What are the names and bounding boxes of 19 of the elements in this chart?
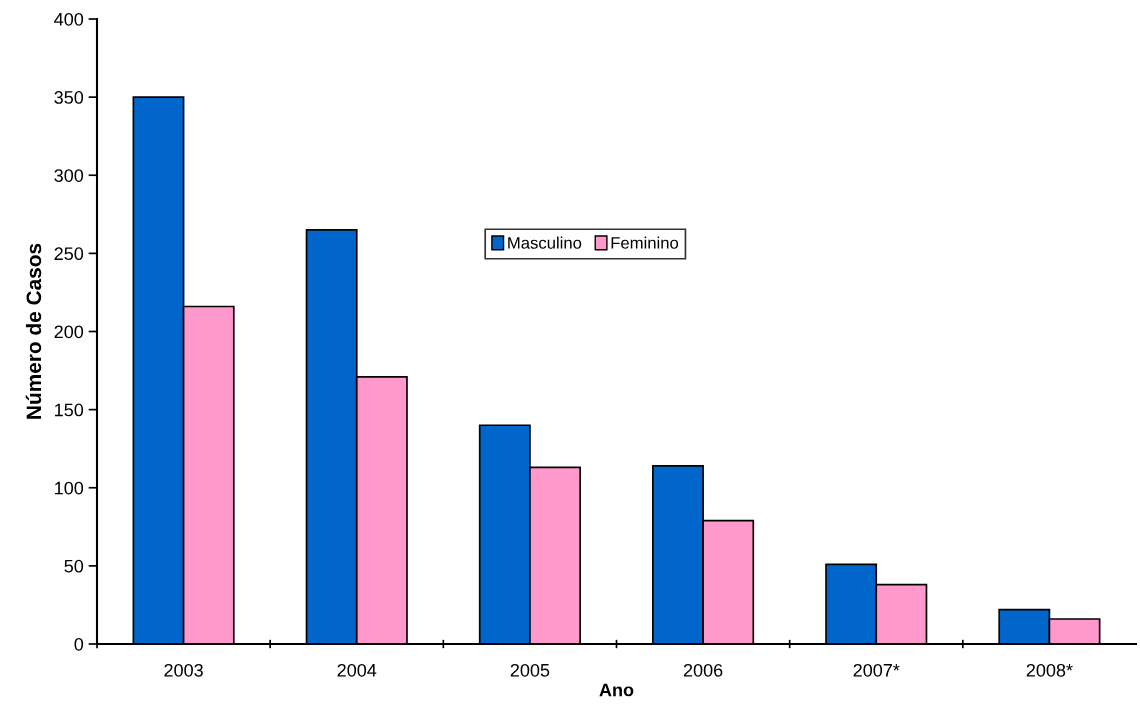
legend-label: Masculino [508, 236, 582, 249]
y-tick-label: 150 [55, 403, 84, 417]
y-tick-label: 50 [64, 559, 84, 573]
x-tick-label: 2007* [853, 663, 900, 677]
y-axis-title: Número de Casos [25, 243, 42, 419]
legend-label: Feminino [611, 236, 679, 249]
x-tick-label: 2006 [683, 663, 723, 677]
x-axis-title: Ano [599, 683, 634, 697]
y-tick-label: 350 [54, 91, 84, 104]
x-tick-label: 2004 [337, 663, 377, 677]
x-tick-label: 2008* [1026, 663, 1073, 677]
y-tick-label: 200 [54, 325, 84, 339]
y-tick-label: 0 [74, 637, 84, 651]
y-tick-label: 300 [54, 169, 84, 182]
x-tick-label: 2005 [510, 663, 550, 677]
x-tick-label: 2003 [164, 663, 203, 677]
y-tick-label: 250 [54, 247, 84, 261]
y-tick-label: 400 [54, 12, 84, 26]
y-tick-label: 100 [55, 481, 84, 495]
